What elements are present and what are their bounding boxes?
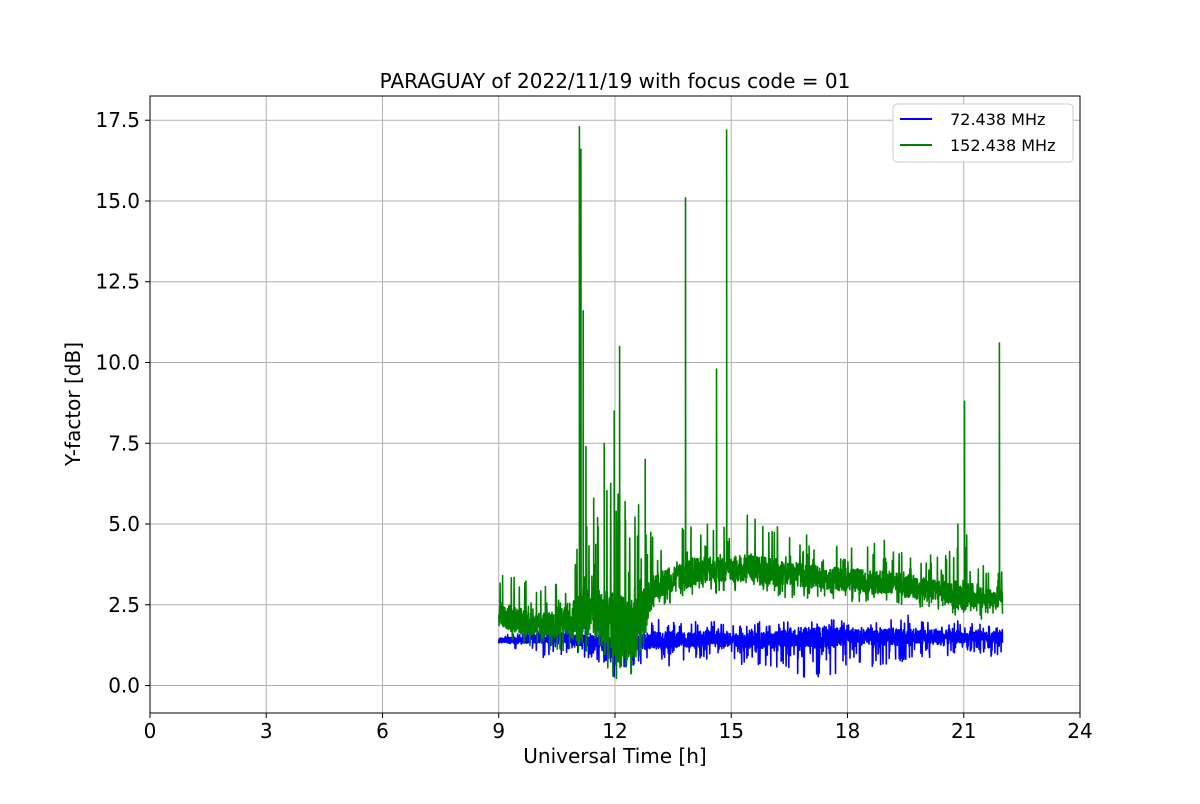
- y-tick-label: 10.0: [95, 351, 140, 375]
- x-tick-label: 15: [719, 719, 744, 743]
- y-tick-label: 7.5: [108, 431, 140, 455]
- y-tick-label: 0.0: [108, 674, 140, 698]
- y-ticks: 0.0 2.5 5.0 7.5 10.0 12.5 15.0 17.5: [95, 108, 150, 698]
- legend-label-72mhz: 72.438 MHz: [945, 110, 1045, 129]
- x-tick-label: 21: [951, 719, 976, 743]
- x-tick-label: 9: [492, 719, 505, 743]
- chart-title: PARAGUAY of 2022/11/19 with focus code =…: [380, 69, 851, 93]
- x-tick-label: 24: [1067, 719, 1092, 743]
- legend-box: [892, 103, 1074, 163]
- legend-label-152mhz: 152.438 MHz: [950, 136, 1055, 155]
- y-axis-label: Y-factor [dB]: [61, 342, 85, 467]
- x-tick-label: 6: [376, 719, 389, 743]
- series-line-1: [498, 125, 1004, 680]
- x-ticks: 0 3 6 9 12 15 18 21 24: [144, 713, 1093, 743]
- x-tick-label: 0: [144, 719, 157, 743]
- plot-series: [498, 125, 1004, 680]
- x-tick-label: 3: [260, 719, 273, 743]
- y-tick-label: 17.5: [95, 108, 140, 132]
- legend: 72.438 MHz 152.438 MHz: [892, 103, 1074, 163]
- y-tick-label: 12.5: [95, 270, 140, 294]
- y-tick-label: 15.0: [95, 189, 140, 213]
- x-tick-label: 12: [602, 719, 627, 743]
- y-tick-label: 2.5: [108, 593, 140, 617]
- x-axis-label: Universal Time [h]: [523, 744, 706, 768]
- x-tick-label: 18: [835, 719, 860, 743]
- y-tick-label: 5.0: [108, 512, 140, 536]
